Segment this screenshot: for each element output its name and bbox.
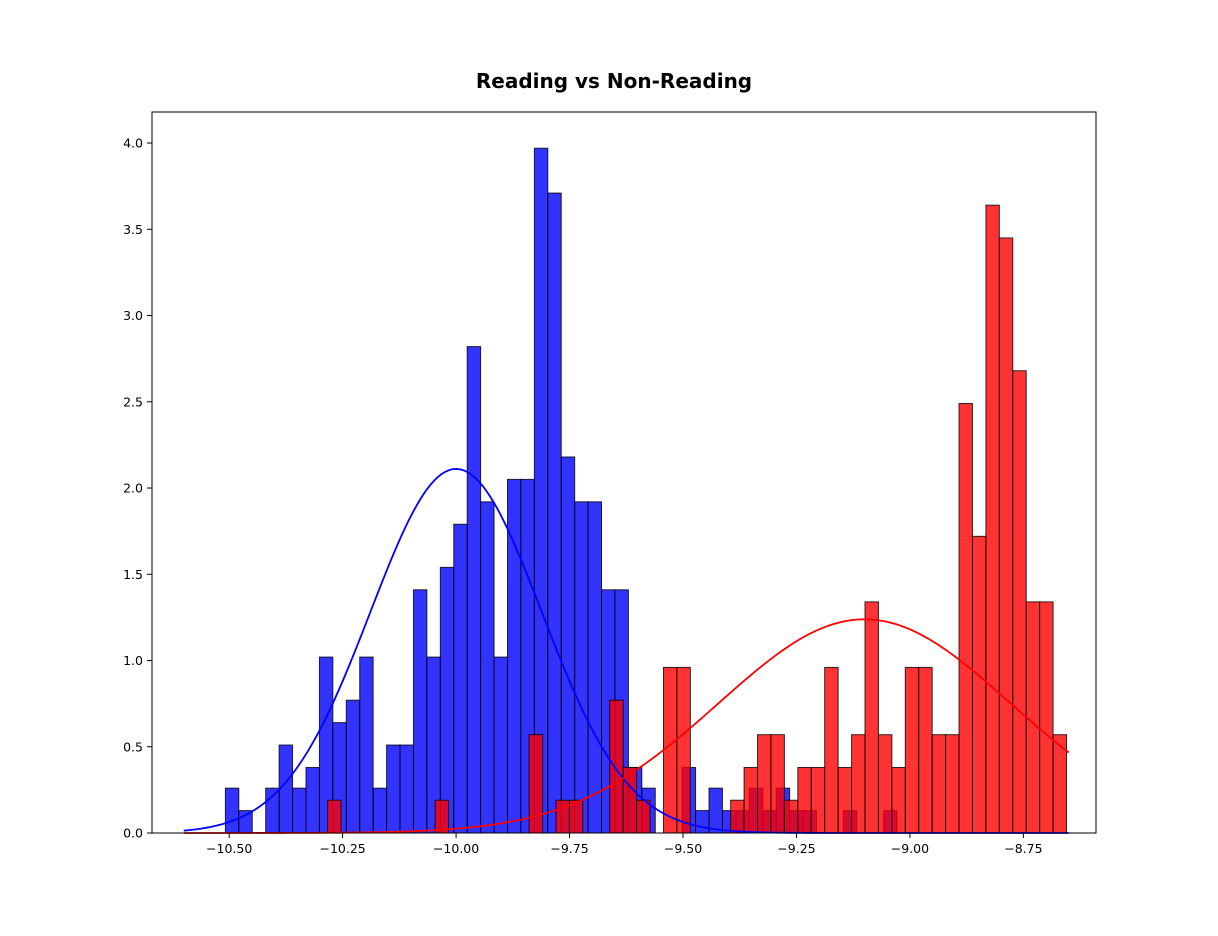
histogram-bar [493, 656, 508, 834]
histogram-bar [1012, 370, 1027, 834]
y-tick-label: 3.5 [123, 222, 143, 237]
histogram-bar [662, 666, 678, 834]
histogram-bar [636, 799, 651, 834]
y-tick-label: 1.0 [123, 653, 143, 668]
histogram-bar [757, 734, 772, 834]
x-tick-label: −9.50 [664, 841, 702, 856]
histogram-bar [265, 787, 280, 834]
x-tick-label: −9.75 [550, 841, 588, 856]
chart-title: Reading vs Non-Reading [476, 69, 752, 93]
y-tick-label: 1.5 [123, 567, 143, 582]
histogram-bar [877, 734, 893, 834]
histogram-bar [560, 456, 576, 834]
histogram-bar [971, 535, 987, 834]
histogram-bar [224, 787, 240, 834]
y-tick-label: 2.5 [123, 394, 143, 409]
histogram-bar [958, 403, 973, 834]
x-tick-label: −10.25 [319, 841, 365, 856]
histogram-bar [998, 237, 1014, 834]
histogram-bar [305, 766, 320, 834]
histogram-bar [453, 523, 468, 834]
series-blue-bars [224, 147, 898, 834]
histogram-bar [985, 204, 1000, 834]
histogram-bar [547, 192, 562, 834]
histogram-bar [891, 766, 906, 834]
histogram-bar [708, 787, 723, 834]
histogram-bar [238, 810, 253, 834]
y-tick-label: 3.0 [123, 308, 143, 323]
histogram-bar [864, 601, 879, 834]
histogram-bar [676, 666, 691, 834]
histogram-bar [730, 799, 745, 834]
x-tick-label: −9.00 [891, 841, 929, 856]
histogram-bar [743, 766, 759, 834]
histogram-bar [533, 147, 549, 834]
histogram-bar [1025, 601, 1041, 834]
histogram-bar [587, 501, 603, 834]
histogram-bar [434, 799, 450, 834]
y-axis: 0.0 0.5 1.0 1.5 2.0 2.5 3.0 3.5 4.0 [123, 136, 152, 841]
histogram-bar [480, 501, 495, 834]
histogram-bar [904, 666, 920, 834]
histogram-bar [783, 799, 799, 834]
x-tick-label: −10.50 [206, 841, 252, 856]
histogram-bar [945, 734, 960, 834]
histogram-bar [609, 699, 624, 834]
histogram-bar [399, 744, 414, 834]
x-tick-label: −9.25 [777, 841, 815, 856]
histogram-bar [372, 787, 388, 834]
plot-frame [151, 111, 1097, 834]
histogram-bar [359, 656, 374, 834]
histogram-bar [824, 666, 839, 834]
y-tick-label: 0.0 [123, 826, 143, 841]
histogram-bar [918, 666, 933, 834]
x-tick-label: −10.00 [433, 841, 479, 856]
histogram-bar [851, 734, 866, 834]
histogram-bar [278, 744, 294, 834]
y-tick-label: 4.0 [123, 136, 143, 151]
x-tick-label: −8.75 [1004, 841, 1042, 856]
histogram-bar [466, 346, 482, 834]
histogram-bar [1039, 601, 1054, 834]
histogram-bar [292, 787, 307, 834]
y-tick-label: 0.5 [123, 739, 143, 754]
histogram-bar [574, 501, 589, 834]
histogram-bar [770, 734, 785, 834]
histogram-bar [327, 799, 342, 834]
y-tick-label: 2.0 [123, 481, 143, 496]
histogram-bar [931, 734, 947, 834]
histogram-bar [810, 766, 826, 834]
histogram-bar [386, 744, 401, 834]
histogram-bar [412, 589, 428, 834]
histogram-bar [797, 766, 812, 834]
histogram-bar [837, 766, 853, 834]
histogram-bar [528, 734, 544, 834]
histogram-bar [695, 810, 710, 834]
x-axis: −10.50 −10.25 −10.00 −9.75 −9.50 −9.25 −9.00 −8… [206, 833, 1043, 856]
histogram-bar [345, 699, 361, 834]
histogram-bar [439, 566, 455, 834]
